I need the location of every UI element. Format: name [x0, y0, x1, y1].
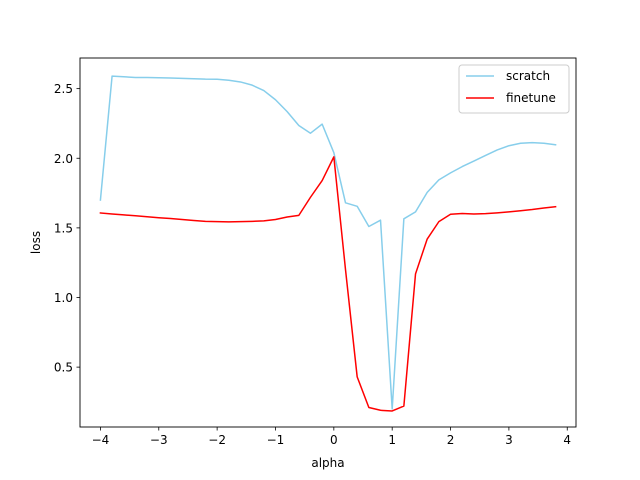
series-line-scratch: [99, 75, 557, 410]
legend-label-finetune: finetune: [506, 91, 556, 105]
x-axis-label: alpha: [311, 456, 344, 470]
x-tick-label: −1: [267, 433, 285, 447]
x-tick-label: −4: [92, 433, 110, 447]
x-tick-label: −2: [208, 433, 226, 447]
y-tick-label: 2.0: [54, 152, 73, 166]
y-tick-label: 1.5: [54, 221, 73, 235]
legend-label-scratch: scratch: [506, 69, 550, 83]
plot-frame: [79, 57, 577, 428]
y-tick-label: 1.0: [54, 291, 73, 305]
y-axis-label: loss: [29, 231, 43, 254]
x-tick-label: −3: [150, 433, 168, 447]
x-tick-label: 2: [447, 433, 455, 447]
legend-box: [458, 64, 570, 114]
x-tick-label: 4: [563, 433, 571, 447]
x-tick-label: 3: [505, 433, 513, 447]
x-tick-label: 1: [388, 433, 396, 447]
plot-lines: [99, 75, 557, 412]
y-tick-label: 0.5: [54, 361, 73, 375]
series-line-finetune: [99, 156, 557, 412]
x-tick-label: 0: [330, 433, 338, 447]
y-tick-label: 2.5: [54, 82, 73, 96]
legend: scratch finetune: [458, 64, 570, 114]
x-axis: −4 −3 −2 −1 0 1 2 3 4: [92, 427, 571, 447]
y-axis: 0.5 1.0 1.5 2.0 2.5: [54, 82, 80, 375]
